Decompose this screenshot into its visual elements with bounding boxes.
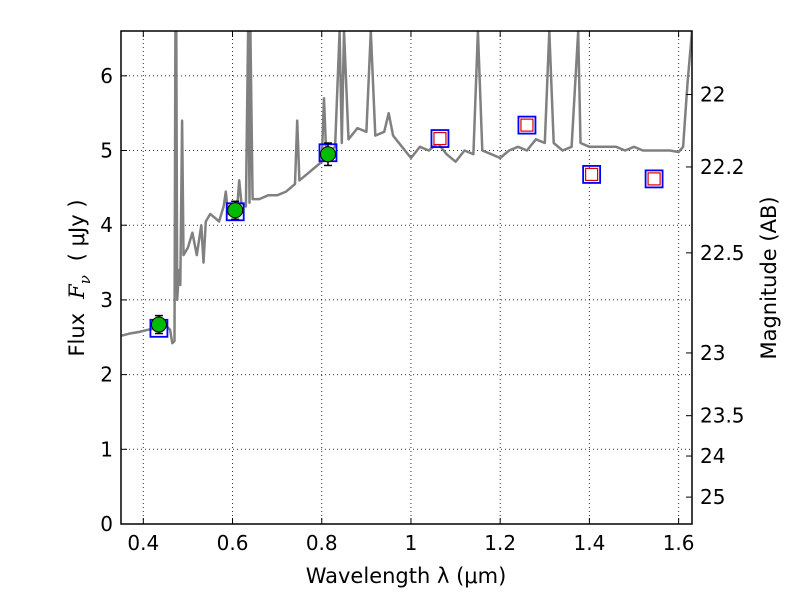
x-tick-label: 1 xyxy=(405,531,418,555)
observed-point xyxy=(227,202,244,219)
y2-tick-label: 22 xyxy=(700,82,725,106)
y-tick-label: 3 xyxy=(100,288,113,312)
x-tick-label: 0.6 xyxy=(217,531,249,555)
y-axis-label-symbol: F xyxy=(65,283,89,300)
x-axis-label: Wavelength λ (μm) xyxy=(306,564,507,588)
y-axis-label-subscript: ν xyxy=(76,275,94,284)
y2-tick-label: 22.5 xyxy=(700,241,745,265)
model-point-marker xyxy=(520,118,534,132)
grid-lines xyxy=(121,31,692,525)
y-tick-label: 0 xyxy=(100,512,113,536)
x-tick-label: 1.6 xyxy=(663,531,695,555)
x-tick-label: 1.2 xyxy=(484,531,516,555)
tick-marks xyxy=(121,31,692,525)
x-tick-label: 1.4 xyxy=(573,531,605,555)
synthetic-box-marker xyxy=(430,129,450,148)
x-tick-label: 0.4 xyxy=(127,531,159,555)
model-point-marker xyxy=(585,167,599,182)
y-tick-label: 2 xyxy=(100,363,113,387)
tick-labels: 0.4 0.6 0.8 1 1.2 1.4 1.601234562222.222.52323… xyxy=(100,64,744,555)
y-tick-label: 5 xyxy=(100,139,113,163)
y2-axis-label: Magnitude (AB) xyxy=(757,196,781,359)
y2-tick-label: 25 xyxy=(700,485,725,509)
spectrum-line xyxy=(121,31,692,345)
y2-tick-label: 22.2 xyxy=(700,155,745,179)
model-point-marker xyxy=(433,131,447,146)
synthetic-box-marker xyxy=(644,169,664,189)
model-point-marker xyxy=(647,172,661,186)
y-tick-label: 6 xyxy=(100,64,113,88)
y-tick-label: 1 xyxy=(100,437,113,461)
marker-layer xyxy=(149,115,664,338)
y-tick-label: 4 xyxy=(100,213,113,237)
observed-point xyxy=(319,146,336,163)
y-axis-label-unit: ( μJy ) xyxy=(65,199,89,261)
x-tick-label: 0.8 xyxy=(306,531,338,555)
synthetic-box-marker xyxy=(517,115,537,135)
y-axis-label-prefix: Flux xyxy=(65,313,89,357)
observed-point xyxy=(150,316,167,333)
synthetic-box-marker xyxy=(582,165,602,184)
y2-tick-label: 23.5 xyxy=(700,404,745,428)
y2-tick-label: 23 xyxy=(700,341,725,365)
spectrum-layer xyxy=(121,31,692,345)
y2-tick-label: 24 xyxy=(700,444,725,468)
plot-frame xyxy=(120,30,693,525)
y-axis-label: Flux Fν ( μJy ) xyxy=(65,199,94,356)
